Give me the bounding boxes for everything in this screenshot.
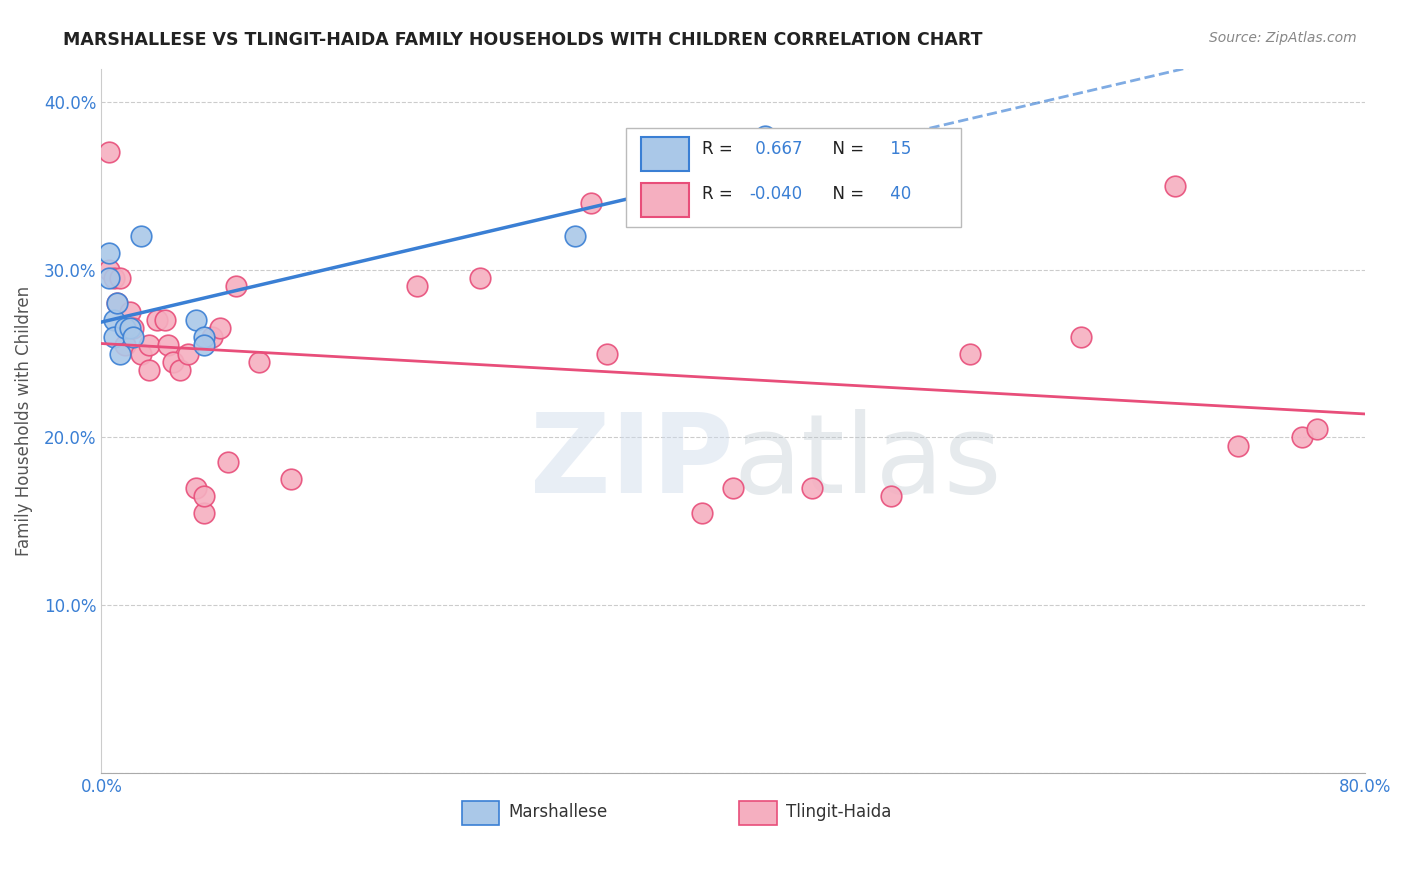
Point bbox=[880, 489, 903, 503]
Point bbox=[114, 338, 136, 352]
Point bbox=[1070, 330, 1092, 344]
Text: 15: 15 bbox=[884, 139, 911, 158]
Point bbox=[1227, 439, 1250, 453]
Point bbox=[579, 195, 602, 210]
Point bbox=[721, 481, 744, 495]
Point bbox=[110, 346, 132, 360]
Point bbox=[162, 355, 184, 369]
FancyBboxPatch shape bbox=[641, 183, 689, 217]
Point bbox=[280, 472, 302, 486]
Text: N =: N = bbox=[821, 185, 869, 202]
FancyBboxPatch shape bbox=[641, 137, 689, 170]
Point bbox=[193, 506, 215, 520]
Point bbox=[247, 355, 270, 369]
Text: ZIP: ZIP bbox=[530, 409, 733, 516]
Text: 40: 40 bbox=[884, 185, 911, 202]
Point bbox=[138, 338, 160, 352]
Point bbox=[103, 330, 125, 344]
Point bbox=[193, 338, 215, 352]
Point bbox=[1306, 422, 1329, 436]
Point bbox=[98, 271, 121, 285]
Point bbox=[103, 313, 125, 327]
Point bbox=[138, 363, 160, 377]
Point bbox=[208, 321, 231, 335]
Point bbox=[118, 321, 141, 335]
Point bbox=[406, 279, 429, 293]
Point bbox=[156, 338, 179, 352]
Point bbox=[177, 346, 200, 360]
Text: atlas: atlas bbox=[733, 409, 1001, 516]
Point bbox=[105, 296, 128, 310]
Text: 0.667: 0.667 bbox=[749, 139, 801, 158]
Point bbox=[596, 346, 619, 360]
Point bbox=[129, 229, 152, 244]
Point bbox=[959, 346, 981, 360]
Point bbox=[114, 321, 136, 335]
FancyBboxPatch shape bbox=[740, 801, 778, 825]
Point bbox=[1164, 178, 1187, 193]
Y-axis label: Family Households with Children: Family Households with Children bbox=[15, 285, 32, 556]
Point bbox=[1291, 430, 1313, 444]
Text: Marshallese: Marshallese bbox=[508, 803, 607, 821]
Point bbox=[122, 330, 145, 344]
Text: N =: N = bbox=[821, 139, 869, 158]
Point bbox=[470, 271, 492, 285]
Point bbox=[98, 262, 121, 277]
Point bbox=[145, 313, 167, 327]
Point bbox=[122, 321, 145, 335]
Text: MARSHALLESE VS TLINGIT-HAIDA FAMILY HOUSEHOLDS WITH CHILDREN CORRELATION CHART: MARSHALLESE VS TLINGIT-HAIDA FAMILY HOUS… bbox=[63, 31, 983, 49]
Text: Source: ZipAtlas.com: Source: ZipAtlas.com bbox=[1209, 31, 1357, 45]
Point bbox=[201, 330, 224, 344]
Point bbox=[98, 145, 121, 160]
Point bbox=[169, 363, 191, 377]
FancyBboxPatch shape bbox=[461, 801, 499, 825]
Text: Tlingit-Haida: Tlingit-Haida bbox=[786, 803, 891, 821]
Point bbox=[153, 313, 176, 327]
Point bbox=[110, 271, 132, 285]
Point bbox=[118, 304, 141, 318]
Point bbox=[754, 128, 776, 143]
FancyBboxPatch shape bbox=[626, 128, 960, 227]
Text: R =: R = bbox=[702, 185, 738, 202]
Point bbox=[690, 506, 713, 520]
Point bbox=[217, 455, 239, 469]
Text: -0.040: -0.040 bbox=[749, 185, 803, 202]
Point bbox=[193, 489, 215, 503]
Point bbox=[801, 481, 824, 495]
Point bbox=[225, 279, 247, 293]
Point bbox=[98, 246, 121, 260]
Point bbox=[193, 330, 215, 344]
Point bbox=[564, 229, 586, 244]
Point bbox=[105, 296, 128, 310]
Point bbox=[103, 271, 125, 285]
Point bbox=[129, 346, 152, 360]
Point bbox=[186, 313, 208, 327]
Text: R =: R = bbox=[702, 139, 738, 158]
Point bbox=[186, 481, 208, 495]
